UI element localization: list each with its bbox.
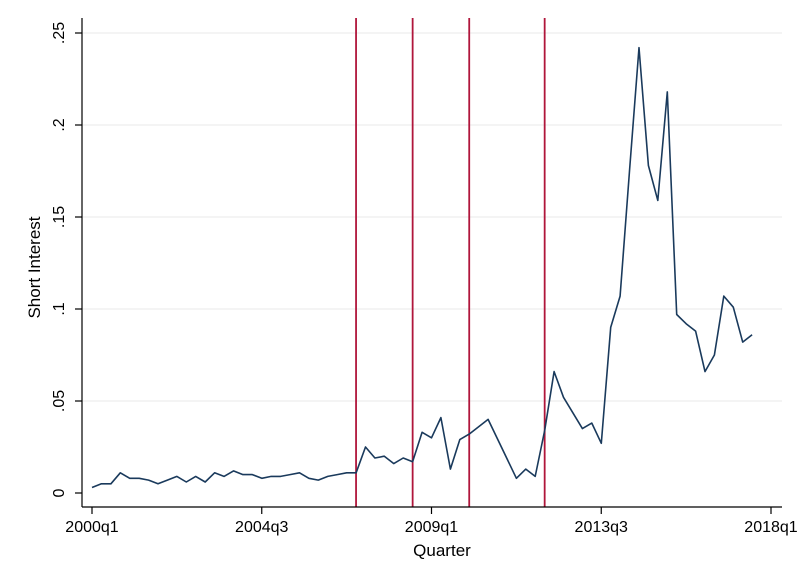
x-axis-title: Quarter xyxy=(413,541,471,560)
grid-lines xyxy=(82,32,782,402)
y-tick-label: .15 xyxy=(51,206,68,228)
series-layer xyxy=(91,46,753,489)
axes xyxy=(75,18,782,514)
x-tick-label: 2000q1 xyxy=(65,519,118,536)
y-axis-title: Short Interest xyxy=(25,216,44,318)
y-tick-label: 0 xyxy=(51,488,68,497)
event-lines xyxy=(355,18,546,507)
y-tick-label: .05 xyxy=(51,390,68,412)
x-tick-label: 2004q3 xyxy=(235,519,288,536)
tick-labels: 0 .05 .1 .15 .2 .25 2000q1 2004q3 2009q1 2013q3 20… xyxy=(51,22,798,536)
series-line xyxy=(91,46,753,489)
x-tick-label: 2009q1 xyxy=(405,519,458,536)
y-tick-label: .2 xyxy=(51,118,68,131)
y-tick-label: .1 xyxy=(51,302,68,315)
y-tick-label: .25 xyxy=(51,22,68,44)
x-tick-label: 2018q1 xyxy=(744,519,797,536)
x-tick-label: 2013q3 xyxy=(575,519,628,536)
